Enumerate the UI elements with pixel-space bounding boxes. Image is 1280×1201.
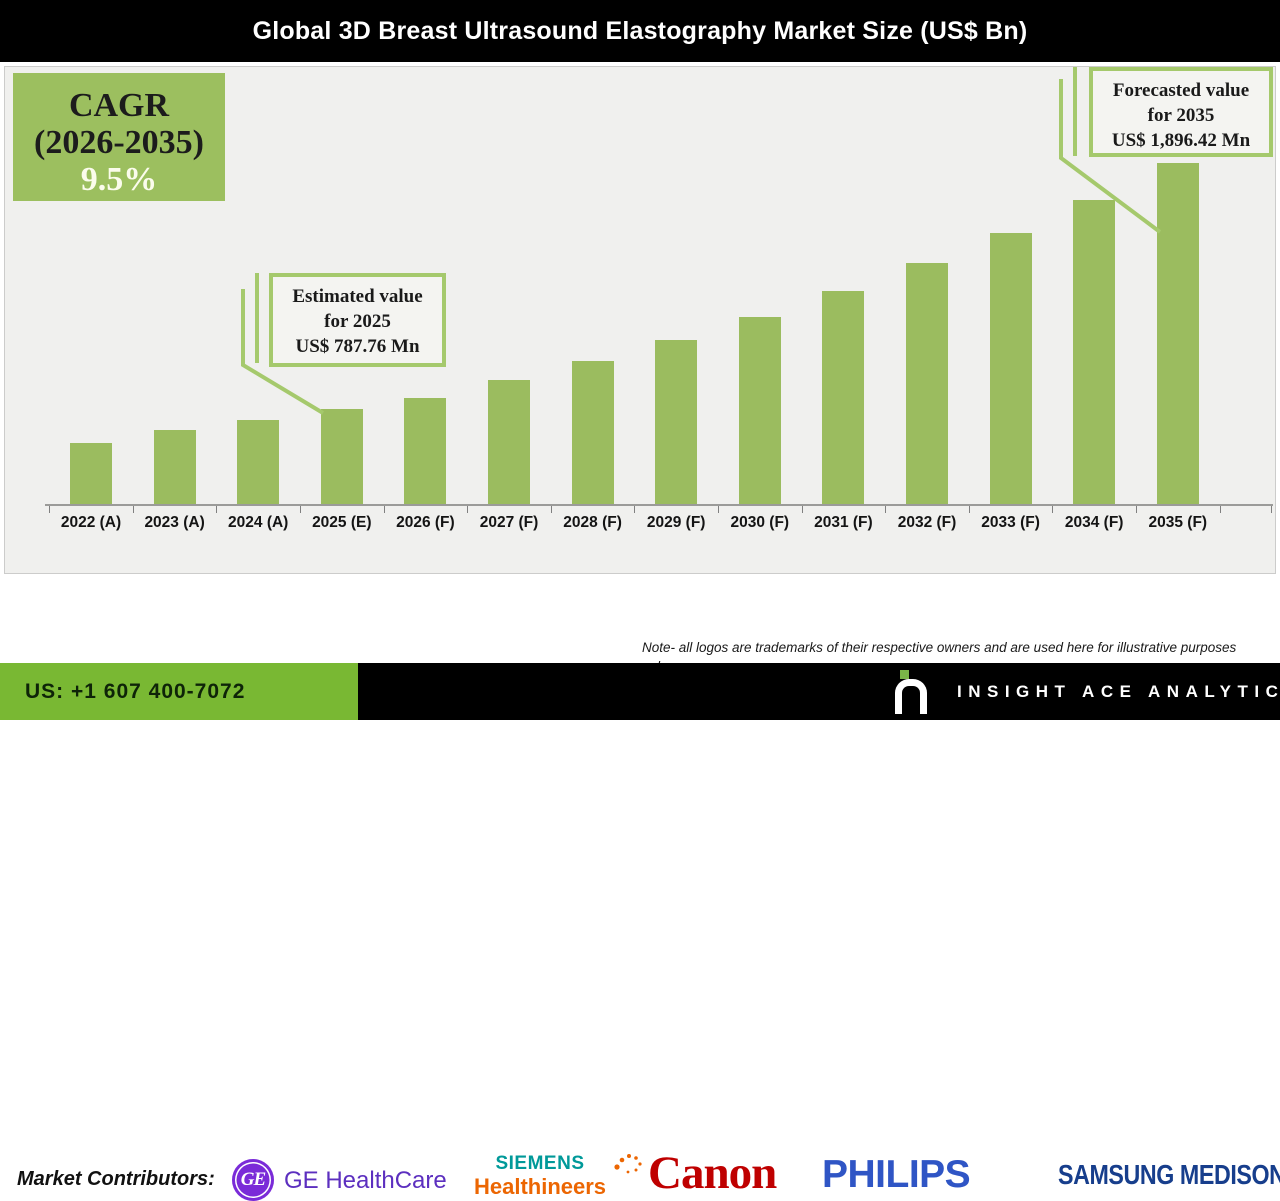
estimated-callout-line2: for 2025 xyxy=(324,311,391,332)
x-axis-tick xyxy=(1271,506,1272,513)
bar-2035 (F) xyxy=(1156,163,1199,504)
cagr-period: (2026-2035) xyxy=(34,124,204,161)
canon-wordmark: Canon xyxy=(648,1147,777,1199)
logo-green-dot xyxy=(900,670,909,679)
x-axis-label: 2032 (F) xyxy=(897,514,957,531)
x-axis-label: 2025 (E) xyxy=(312,514,372,531)
forecast-leader-line xyxy=(1059,79,1162,234)
healthineers-wordmark: Healthineers xyxy=(473,1174,607,1199)
cagr-label: CAGR xyxy=(68,87,170,124)
bar-2028 (F) xyxy=(571,361,614,504)
x-axis-tick xyxy=(1219,506,1221,513)
insight-ace-logo-icon xyxy=(893,670,929,714)
bar-2024 (A) xyxy=(237,420,280,504)
forecast-callout-line1: Forecasted value xyxy=(1112,80,1250,101)
footer-bar: US: +1 607 400-7072 INSIGHT ACE ANALYTIC xyxy=(0,663,1280,720)
x-axis-tick xyxy=(801,506,803,513)
forecast-value-callout: Forecasted value for 2035 US$ 1,896.42 M… xyxy=(1089,67,1273,157)
bar-2022 (A) xyxy=(70,443,112,504)
x-axis-tick xyxy=(1052,506,1054,513)
estimated-value-callout: Estimated value for 2025 US$ 787.76 Mn xyxy=(269,273,446,367)
siemens-wordmark: SIEMENS xyxy=(495,1153,585,1174)
x-axis-tick xyxy=(49,506,51,513)
x-axis-label: 2033 (F) xyxy=(981,514,1040,531)
x-axis-label: 2028 (F) xyxy=(563,514,622,531)
estimated-leader-line xyxy=(241,289,325,415)
x-axis-tick xyxy=(216,506,218,513)
title-bar: Global 3D Breast Ultrasound Elastography… xyxy=(0,0,1280,62)
x-axis-tick xyxy=(300,506,301,513)
x-axis-label: 2030 (F) xyxy=(730,514,790,531)
callout-leader-lines xyxy=(241,67,1162,415)
bar-2023 (A) xyxy=(153,430,196,504)
chart-panel: CAGR (2026-2035) 9.5% 2022 (A) 2023 (A) 20… xyxy=(4,66,1276,574)
siemens-healthineers-logo: SIEMENS Healthineers xyxy=(455,1153,642,1200)
contributors-label: Market Contributors: xyxy=(17,1168,215,1190)
phone-box: US: +1 607 400-7072 xyxy=(0,663,358,720)
x-axis-label: 2031 (F) xyxy=(814,514,873,531)
x-axis-label: 2029 (F) xyxy=(646,514,706,531)
x-axis-label: 2022 (A) xyxy=(60,514,122,531)
bar-2031 (F) xyxy=(822,291,865,504)
cagr-value: 9.5% xyxy=(80,161,158,198)
x-axis-tick xyxy=(634,506,636,513)
estimated-callout-line1: Estimated value xyxy=(292,286,423,307)
x-axis-tick xyxy=(467,506,469,513)
bar-2029 (F) xyxy=(655,340,698,504)
philips-wordmark: PHILIPS xyxy=(822,1153,971,1196)
forecast-callout-value: US$ 1,896.42 Mn xyxy=(1111,130,1251,151)
x-axis-tick xyxy=(968,506,970,513)
forecast-callout-line2: for 2035 xyxy=(1147,105,1215,126)
ge-monogram: GE xyxy=(240,1169,266,1190)
x-axis-tick xyxy=(383,506,385,513)
x-axis-label: 2024 (A) xyxy=(228,514,289,531)
bar-2030 (F) xyxy=(738,317,781,504)
x-axis-label: 2026 (F) xyxy=(396,514,455,531)
estimated-callout-value: US$ 787.76 Mn xyxy=(295,336,420,357)
x-axis-tick xyxy=(718,506,719,513)
bar-2027 (F) xyxy=(488,380,530,504)
x-axis-line xyxy=(45,504,1273,506)
x-axis-label: 2035 (F) xyxy=(1148,514,1208,531)
x-axis-label: 2023 (A) xyxy=(144,514,205,531)
x-axis-tick xyxy=(550,506,552,513)
healthineers-dots-icon xyxy=(614,1154,642,1174)
x-axis-label: 2034 (F) xyxy=(1064,514,1124,531)
ge-logo-icon: GE xyxy=(232,1159,274,1201)
bar-2032 (F) xyxy=(906,263,948,504)
phone-number: US: +1 607 400-7072 xyxy=(25,679,246,703)
ge-healthcare-wordmark: GE HealthCare xyxy=(284,1167,447,1194)
page-title: Global 3D Breast Ultrasound Elastography… xyxy=(252,16,1028,45)
insight-ace-brand: INSIGHT ACE ANALYTIC xyxy=(893,670,1280,714)
bar-2025 (E) xyxy=(320,409,363,504)
brand-name: INSIGHT ACE ANALYTIC xyxy=(957,682,1280,701)
x-axis-tick xyxy=(885,506,887,513)
logo-arch xyxy=(895,679,927,714)
x-axis-tick xyxy=(1136,506,1137,513)
cagr-badge: CAGR (2026-2035) 9.5% xyxy=(13,73,225,201)
x-axis-label: 2027 (F) xyxy=(479,514,539,531)
x-axis-tick xyxy=(132,506,134,513)
bar-2026 (F) xyxy=(404,398,447,504)
bar-2034 (F) xyxy=(1073,200,1116,504)
bar-2033 (F) xyxy=(989,233,1032,504)
samsung-medison-wordmark: SAMSUNG MEDISON xyxy=(1058,1159,1280,1190)
